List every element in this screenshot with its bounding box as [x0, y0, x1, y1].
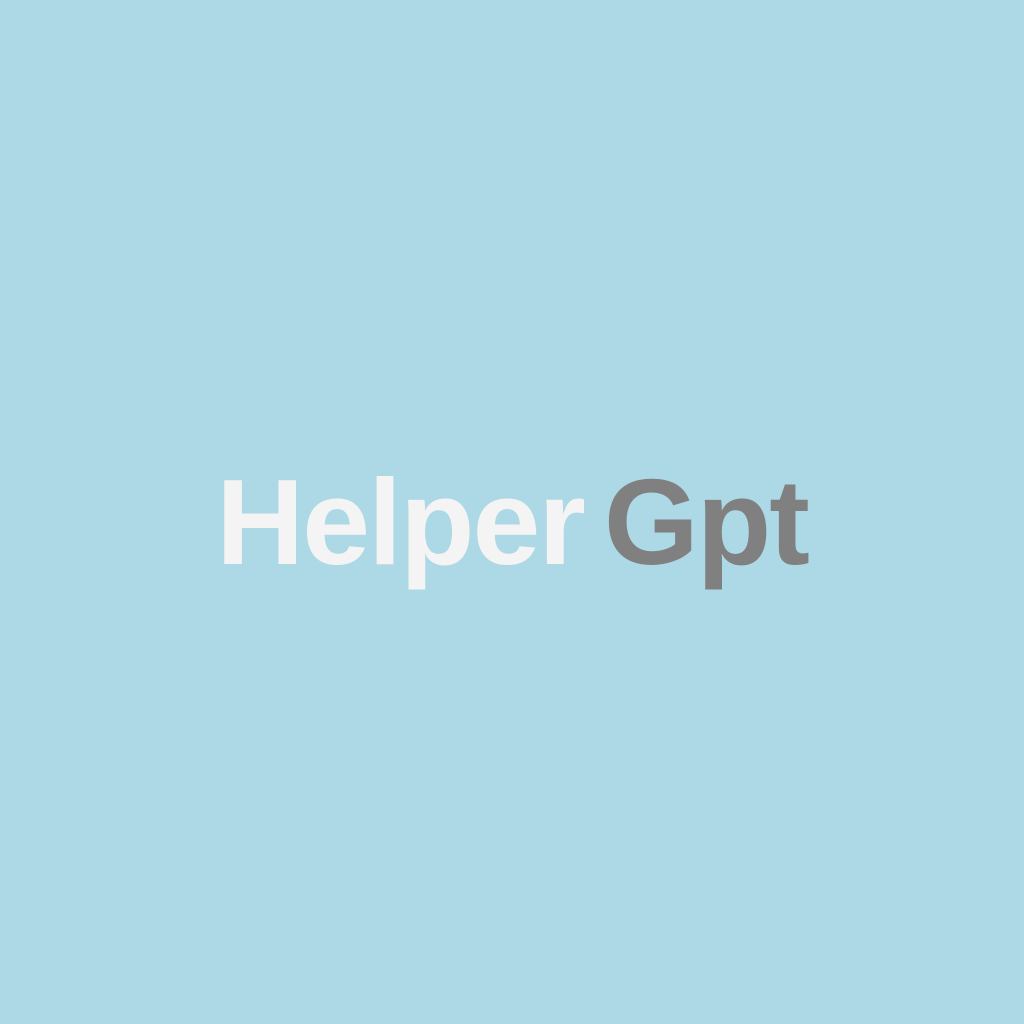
logo-text-gpt: Gpt: [603, 454, 810, 590]
logo-text-helper: Helper: [216, 454, 586, 590]
logo-wordmark: Helper Gpt: [0, 452, 1024, 592]
